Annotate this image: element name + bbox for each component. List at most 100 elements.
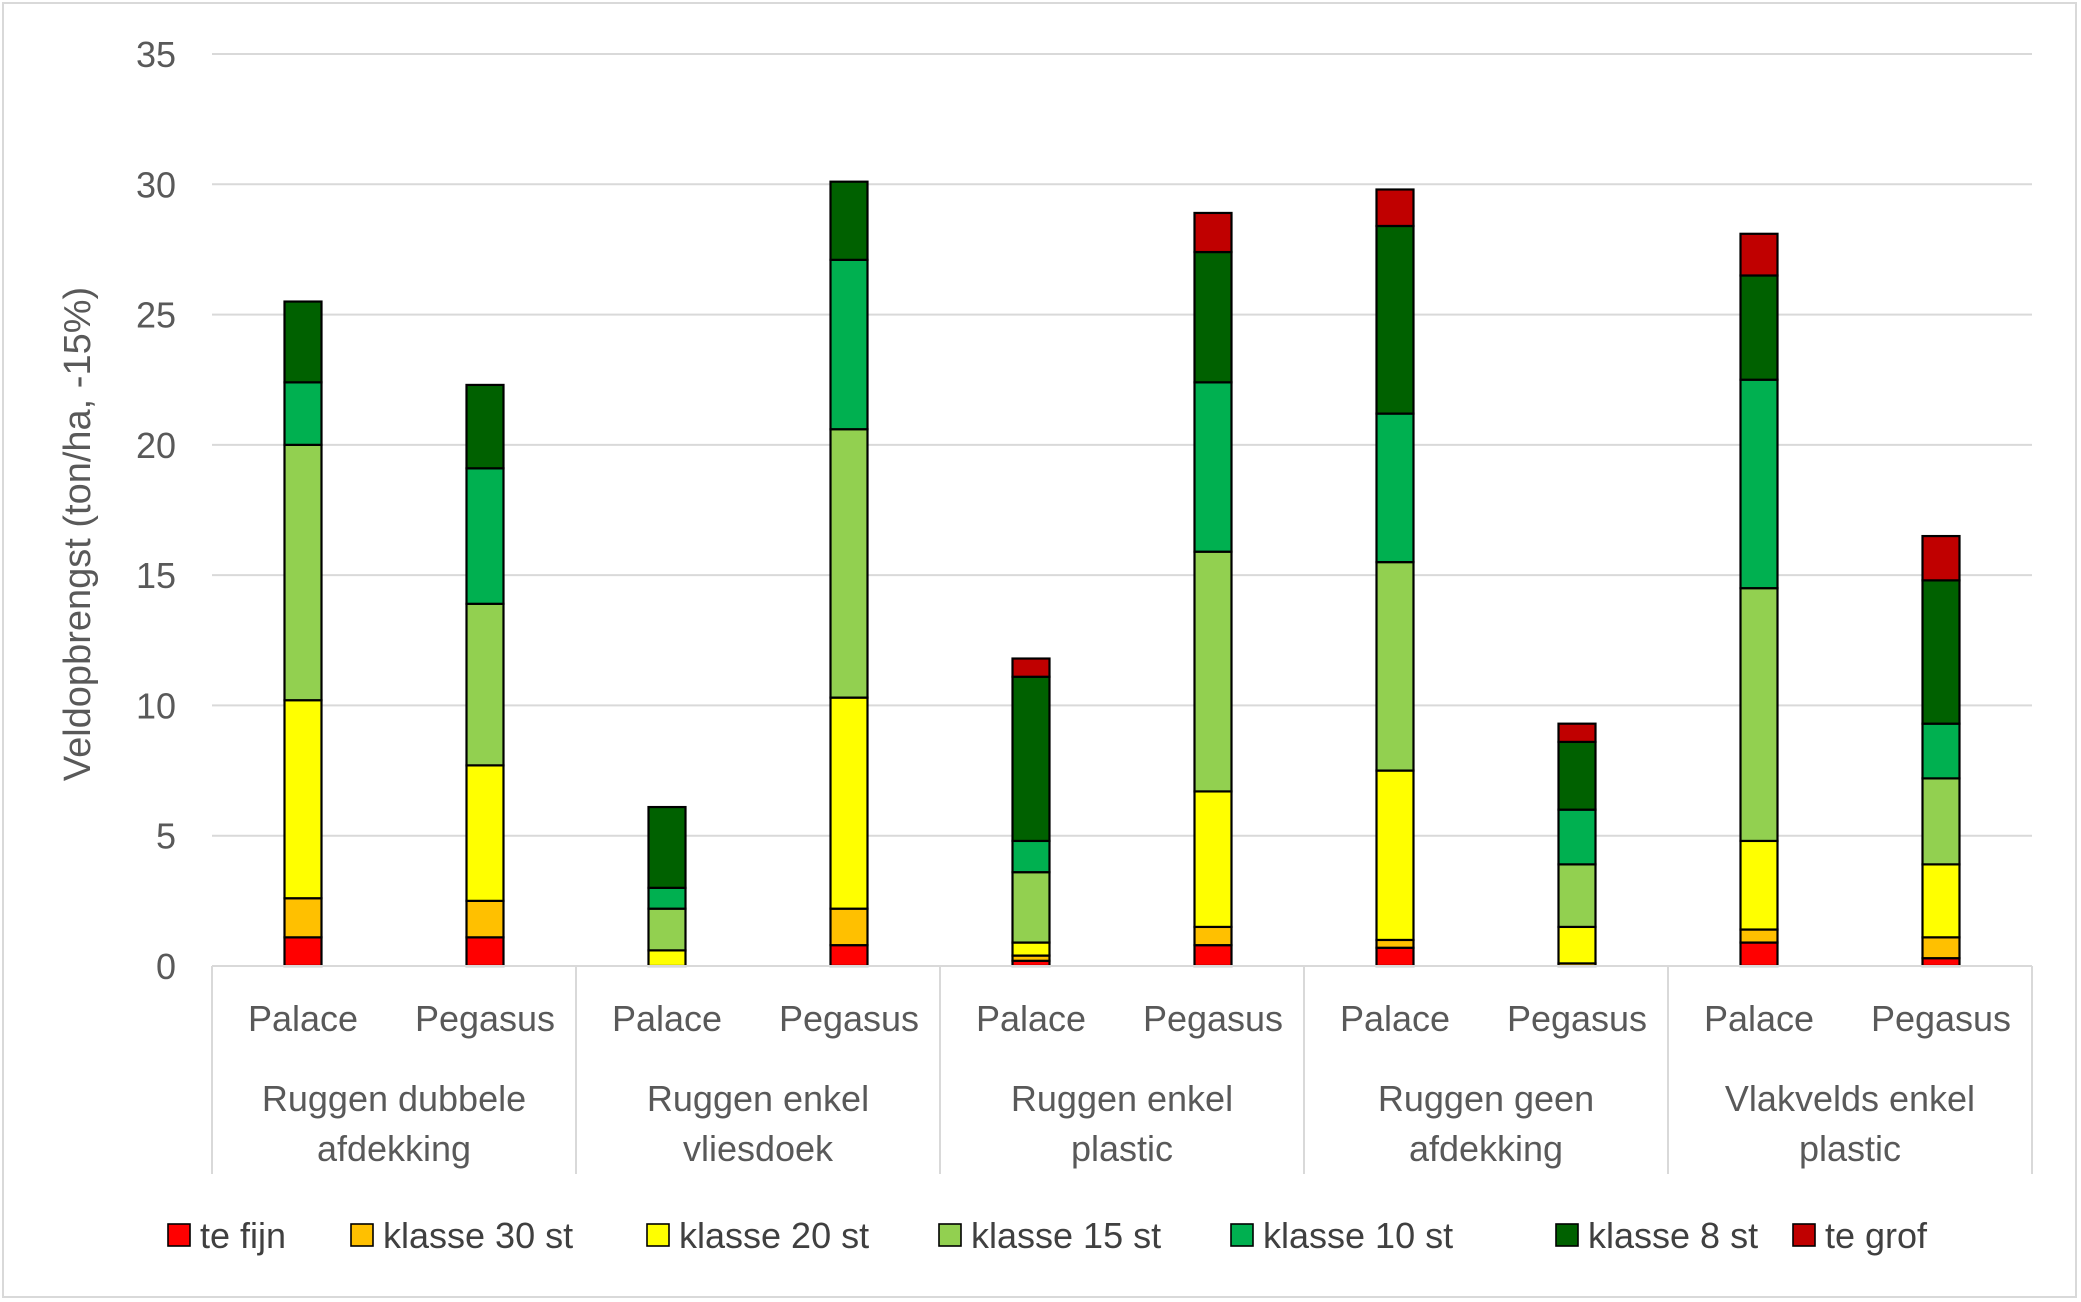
y-tick-label: 15 — [136, 555, 176, 596]
y-tick-label: 20 — [136, 425, 176, 466]
legend-swatch — [350, 1223, 374, 1247]
x-tick-label: Palace — [1704, 998, 1814, 1039]
legend-swatch — [1230, 1223, 1254, 1247]
bar-segment — [1739, 839, 1779, 931]
y-tick-label: 0 — [156, 946, 176, 987]
bar-segment — [1739, 378, 1779, 590]
bar-segment — [1739, 274, 1779, 381]
y-tick-label: 5 — [156, 816, 176, 857]
bar-segment — [647, 949, 687, 968]
bar-segment — [1011, 871, 1051, 944]
legend-entry: te fijn — [200, 1215, 286, 1256]
bar-segment — [465, 936, 505, 968]
x-tick-label: Pegasus — [1507, 998, 1647, 1039]
legend-swatch — [167, 1223, 191, 1247]
x-tick-label: Pegasus — [779, 998, 919, 1039]
bar-segment — [1921, 579, 1961, 725]
group-label: afdekking — [1409, 1128, 1563, 1169]
bar-segment — [1011, 941, 1051, 957]
x-tick-label: Palace — [1340, 998, 1450, 1039]
bar-segment — [283, 381, 323, 446]
y-tick-label: 30 — [136, 164, 176, 205]
legend-entry: klasse 20 st — [679, 1215, 869, 1256]
bar-segment — [829, 258, 869, 431]
group-label: Ruggen dubbele — [262, 1078, 526, 1119]
x-tick-label: Pegasus — [415, 998, 555, 1039]
bar-segment — [1011, 657, 1051, 678]
bar-segment — [1375, 412, 1415, 564]
group-label: Ruggen enkel — [1011, 1078, 1233, 1119]
bar-segment — [465, 764, 505, 902]
bar-segment — [1739, 928, 1779, 944]
bar-segment — [1375, 188, 1415, 228]
bar-segment — [1739, 941, 1779, 968]
bar-segment — [1921, 777, 1961, 866]
group-label: Ruggen geen — [1378, 1078, 1594, 1119]
x-tick-label: Pegasus — [1143, 998, 1283, 1039]
bar-segment — [1921, 863, 1961, 939]
bar-segment — [1011, 839, 1051, 874]
legend-entry: klasse 8 st — [1588, 1215, 1758, 1256]
y-tick-label: 10 — [136, 685, 176, 726]
bar-segment — [1193, 925, 1233, 947]
bar-segment — [1557, 863, 1597, 929]
bar-segment — [1375, 561, 1415, 772]
y-axis-title: Veldopbrengst (ton/ha, -15%) — [57, 287, 99, 781]
gridlines — [212, 53, 2032, 837]
bar-segment — [1193, 944, 1233, 968]
bar-segment — [829, 428, 869, 699]
bar-segment — [1557, 808, 1597, 866]
bar-segment — [1193, 790, 1233, 929]
bar-segment — [1375, 938, 1415, 949]
bar-segment — [829, 944, 869, 968]
group-label: Vlakvelds enkel — [1725, 1078, 1975, 1119]
bar-segment — [283, 443, 323, 702]
bar-segment — [829, 696, 869, 910]
bar-segment — [1921, 534, 1961, 582]
bar-segment — [283, 699, 323, 900]
bar-segment — [829, 180, 869, 261]
bar-segment — [283, 300, 323, 384]
legend-swatch — [938, 1223, 962, 1247]
y-tick-label: 25 — [136, 295, 176, 336]
bar-segment — [465, 602, 505, 767]
bar-segment — [1375, 224, 1415, 415]
bar-segment — [465, 467, 505, 605]
bar-segment — [283, 897, 323, 939]
bar-segment — [647, 805, 687, 889]
bars — [283, 180, 1961, 968]
bar-segment — [465, 899, 505, 939]
x-tick-label: Palace — [976, 998, 1086, 1039]
bar-segment — [1011, 675, 1051, 843]
bar-segment — [1739, 232, 1779, 277]
y-tick-label: 35 — [136, 34, 176, 75]
bar-segment — [1193, 211, 1233, 254]
x-tick-label: Pegasus — [1871, 998, 2011, 1039]
bar-segment — [1739, 587, 1779, 843]
legend-entry: klasse 30 st — [383, 1215, 573, 1256]
legend-entry: klasse 15 st — [971, 1215, 1161, 1256]
legend: te fijn klasse 30 st klasse 20 st klasse 15… — [167, 1215, 1928, 1256]
chart-svg: 0 5 10 15 20 25 30 35 Palace Pegasus Palace Pegasus… — [57, 34, 2033, 1256]
axes: 0 5 10 15 20 25 30 35 Palace Pegasus Palace Pegasus… — [136, 34, 2033, 1174]
bar-segment — [1921, 957, 1961, 968]
group-label: vliesdoek — [683, 1128, 834, 1169]
legend-entry: te grof — [1825, 1215, 1928, 1256]
group-label: Ruggen enkel — [647, 1078, 869, 1119]
x-tick-label: Palace — [612, 998, 722, 1039]
bar-segment — [1557, 740, 1597, 811]
x-tick-label: Palace — [248, 998, 358, 1039]
bar-segment — [1375, 769, 1415, 942]
bar-segment — [465, 383, 505, 470]
bar-segment — [1375, 946, 1415, 968]
bar-segment — [647, 886, 687, 910]
bar-segment — [829, 907, 869, 947]
bar-segment — [1921, 722, 1961, 780]
bar-segment — [1557, 722, 1597, 744]
bar-segment — [1921, 936, 1961, 960]
bar-segment — [1193, 550, 1233, 793]
bar-segment — [1557, 925, 1597, 965]
legend-swatch — [646, 1223, 670, 1247]
group-label: afdekking — [317, 1128, 471, 1169]
